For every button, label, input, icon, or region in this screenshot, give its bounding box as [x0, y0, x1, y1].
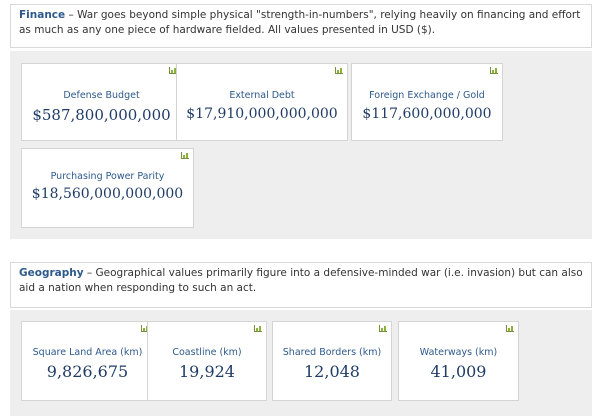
stat-label: Defense Budget — [63, 90, 140, 101]
finance-panel: Defense Budget $587,800,000,000 External… — [10, 51, 592, 239]
bar-chart-icon[interactable] — [169, 67, 177, 74]
bar-chart-icon[interactable] — [490, 67, 498, 74]
stat-card-coastline[interactable]: Coastline (km) 19,924 — [147, 321, 267, 401]
bar-chart-icon[interactable] — [181, 152, 189, 159]
stat-card-foreign-exchange[interactable]: Foreign Exchange / Gold $117,600,000,000 — [351, 63, 503, 141]
finance-title: Finance — [19, 9, 66, 21]
stat-card-shared-borders[interactable]: Shared Borders (km) 12,048 — [272, 321, 392, 401]
bar-chart-icon[interactable] — [506, 325, 514, 332]
geography-title: Geography — [19, 267, 84, 279]
geography-text: – Geographical values primarily figure i… — [19, 267, 583, 294]
stat-label: Purchasing Power Parity — [50, 171, 165, 182]
stat-label: Waterways (km) — [419, 347, 498, 358]
bar-chart-icon[interactable] — [254, 325, 262, 332]
bar-chart-icon[interactable] — [379, 325, 387, 332]
stat-value: $587,800,000,000 — [32, 106, 171, 124]
geography-description: Geography – Geographical values primaril… — [10, 262, 592, 308]
stat-card-external-debt[interactable]: External Debt $17,910,000,000,000 — [176, 63, 348, 141]
stat-card-land-area[interactable]: Square Land Area (km) 9,826,675 — [21, 321, 154, 401]
stat-label: Shared Borders (km) — [282, 347, 382, 358]
stat-value: $18,560,000,000,000 — [31, 186, 184, 202]
stat-label: External Debt — [229, 90, 295, 101]
stat-card-defense-budget[interactable]: Defense Budget $587,800,000,000 — [21, 63, 182, 141]
bar-chart-icon[interactable] — [335, 67, 343, 74]
geography-panel: Square Land Area (km) 9,826,675 Coastlin… — [10, 310, 592, 416]
stat-value: 9,826,675 — [46, 362, 129, 381]
stat-label: Foreign Exchange / Gold — [369, 90, 485, 101]
finance-description: Finance – War goes beyond simple physica… — [10, 4, 592, 48]
stat-value: $117,600,000,000 — [362, 106, 492, 122]
stat-value: $17,910,000,000,000 — [186, 106, 338, 122]
stat-label: Coastline (km) — [172, 347, 242, 358]
finance-text: – War goes beyond simple physical "stren… — [19, 9, 581, 36]
stat-value: 41,009 — [430, 362, 487, 381]
stat-card-purchasing-power-parity[interactable]: Purchasing Power Parity $18,560,000,000,… — [21, 148, 194, 228]
stat-label: Square Land Area (km) — [32, 347, 143, 358]
stat-value: 12,048 — [304, 362, 360, 381]
stat-value: 19,924 — [179, 362, 235, 381]
stat-card-waterways[interactable]: Waterways (km) 41,009 — [398, 321, 519, 401]
